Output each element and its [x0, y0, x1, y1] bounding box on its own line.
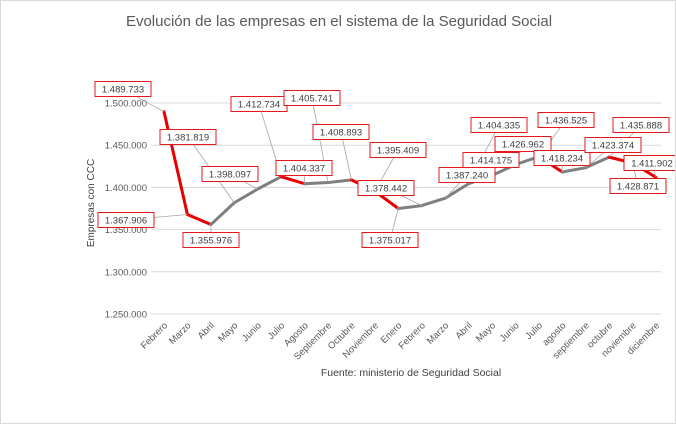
data-label-box — [275, 160, 333, 176]
data-label-box — [283, 90, 341, 106]
x-tick-label: Junio — [240, 320, 264, 344]
line-segment — [162, 110, 189, 216]
data-label: 1.367.906 — [105, 216, 147, 227]
data-label: 1.398.097 — [209, 170, 251, 181]
line-segment — [209, 201, 236, 227]
data-label-box — [94, 81, 152, 97]
line-segment — [256, 175, 283, 191]
data-label: 1.381.819 — [167, 133, 209, 144]
data-label: 1.408.893 — [320, 128, 362, 139]
x-tick-label: Junio — [498, 320, 522, 344]
data-label-box — [462, 152, 520, 168]
x-tick-label: Mayo — [216, 320, 240, 344]
y-tick-label: 1.250.000 — [105, 310, 147, 321]
data-label: 1.387.240 — [446, 171, 488, 182]
data-label: 1.404.335 — [478, 121, 520, 132]
data-label: 1.395.409 — [377, 146, 419, 157]
data-label-box — [584, 137, 642, 153]
y-tick-label: 1.450.000 — [105, 141, 147, 152]
data-label: 1.423.374 — [592, 141, 634, 152]
data-label-box — [533, 150, 591, 166]
x-tick-label: Abril — [453, 320, 474, 341]
data-label: 1.412.734 — [238, 100, 280, 111]
y-tick-label: 1.350.000 — [105, 225, 147, 236]
line-segment — [185, 212, 213, 227]
data-label-box — [612, 117, 670, 133]
x-tick-label: Marzo — [167, 320, 193, 346]
chart-title: Evolución de las empresas en el sistema … — [125, 13, 553, 30]
data-label: 1.378.442 — [365, 184, 407, 195]
x-tick-label: Marzo — [425, 320, 451, 346]
data-label-box — [361, 232, 419, 248]
line-segment — [279, 175, 307, 186]
data-label-box — [494, 136, 552, 152]
data-label-box — [470, 117, 528, 133]
data-label-box — [182, 232, 240, 248]
data-label: 1.428.871 — [617, 182, 659, 193]
data-label-box — [357, 180, 415, 196]
data-label-box — [623, 155, 675, 171]
data-label: 1.426.962 — [502, 140, 544, 151]
data-label: 1.489.733 — [102, 85, 144, 96]
data-label: 1.375.017 — [369, 236, 411, 247]
data-label: 1.435.888 — [620, 121, 662, 132]
line-segment — [326, 178, 353, 185]
data-label: 1.404.337 — [283, 164, 325, 175]
data-label-box — [369, 142, 427, 158]
data-label: 1.355.976 — [190, 236, 232, 247]
data-label-box — [201, 166, 259, 182]
data-label-box — [97, 212, 155, 228]
x-tick-label: Mayo — [474, 320, 498, 344]
line-segment — [303, 181, 330, 186]
x-tick-label: Febrero — [139, 320, 170, 351]
line-segment — [443, 182, 471, 200]
data-label: 1.418.234 — [541, 154, 583, 165]
data-label: 1.436.525 — [545, 116, 587, 127]
y-tick-label: 1.500.000 — [105, 99, 147, 110]
data-label-box — [537, 112, 595, 128]
y-tick-label: 1.400.000 — [105, 183, 147, 194]
line-segment — [420, 196, 447, 208]
data-label: 1.414.175 — [470, 156, 512, 167]
data-label-box — [159, 129, 217, 145]
y-tick-label: 1.300.000 — [105, 267, 147, 278]
line-segment — [560, 166, 588, 174]
line-segment — [396, 204, 424, 210]
line-segment — [232, 187, 260, 205]
y-axis-label: Empresas con CCC — [86, 159, 97, 247]
source-note: Fuente: ministerio de Seguridad Social — [320, 367, 502, 379]
x-tick-label: Abril — [196, 320, 217, 341]
data-label-box — [609, 178, 667, 194]
data-label: 1.411.902 — [631, 159, 673, 170]
data-label: 1.405.741 — [291, 94, 333, 105]
data-label-box — [312, 124, 370, 140]
